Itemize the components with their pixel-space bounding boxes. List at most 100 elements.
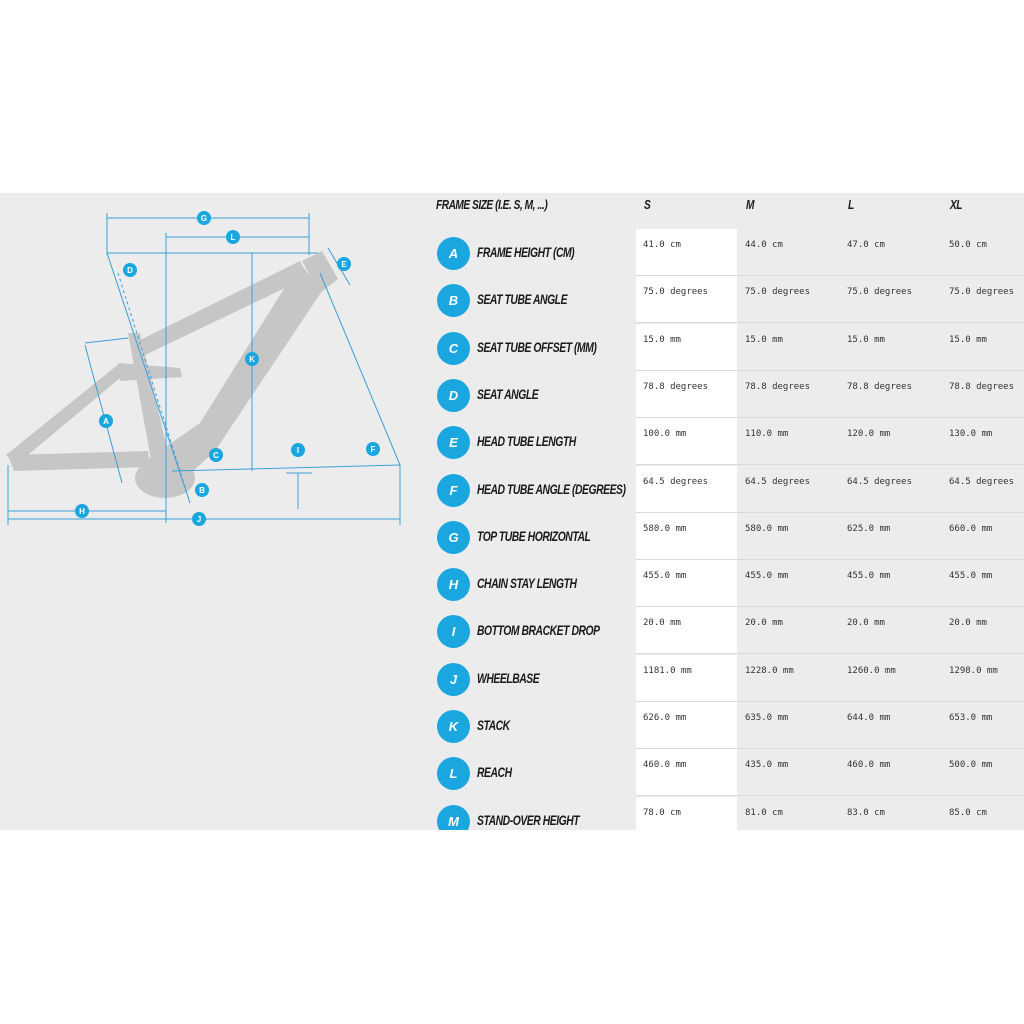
table-row: M STAND-OVER HEIGHT 78.0 cm 81.0 cm 83.0 cm 8… (430, 796, 1024, 830)
row-label: FRAME HEIGHT (CM) (477, 244, 575, 260)
row-label: REACH (477, 764, 512, 781)
row-key-badge: F (437, 473, 470, 507)
row-key-badge: L (437, 757, 470, 791)
row-value-l: 120.0 mm (847, 429, 891, 440)
marker-b: B (195, 483, 209, 497)
header-frame-size: FRAME SIZE (I.E. S, M, ...) (436, 197, 548, 212)
row-value-xl: 660.0 mm (949, 523, 993, 534)
row-key-badge: H (437, 568, 470, 602)
row-key-badge: E (437, 426, 470, 460)
row-value-s: 100.0 mm (636, 418, 737, 466)
row-value-l: 47.0 cm (847, 240, 885, 250)
svg-text:F: F (371, 445, 376, 454)
svg-text:C: C (213, 451, 219, 460)
row-divider (636, 322, 1024, 324)
diagram-markers: G L D E K A I F C B H J (75, 211, 380, 526)
row-key-badge: D (437, 378, 470, 412)
row-value-l: 455.0 mm (847, 571, 891, 582)
svg-text:G: G (201, 214, 207, 223)
row-value-l: 78.8 degrees (847, 381, 913, 392)
row-value-m: 580.0 mm (745, 523, 789, 534)
marker-k: K (245, 352, 259, 366)
row-value-xl: 75.0 degrees (949, 287, 1015, 298)
marker-i: I (291, 443, 305, 457)
row-key-badge: B (437, 284, 470, 318)
row-label: BOTTOM BRACKET DROP (477, 622, 600, 639)
row-value-xl: 50.0 cm (949, 240, 987, 250)
marker-f: F (366, 442, 380, 456)
row-label: SEAT TUBE OFFSET (MM) (477, 338, 597, 355)
row-label: HEAD TUBE ANGLE (DEGREES) (477, 480, 626, 497)
marker-c: C (209, 448, 223, 462)
row-value-s: 64.5 degrees (636, 465, 737, 513)
svg-text:A: A (103, 417, 109, 426)
row-value-s: 78.8 degrees (636, 370, 737, 418)
row-divider (636, 700, 1024, 702)
table-row: G TOP TUBE HORIZONTAL 580.0 mm 580.0 mm 625.… (430, 512, 1024, 560)
marker-e: E (337, 257, 351, 271)
row-value-s: 75.0 degrees (636, 276, 737, 324)
row-value-l: 20.0 mm (847, 618, 885, 629)
row-divider (636, 369, 1024, 371)
table-row: H CHAIN STAY LENGTH 455.0 mm 455.0 mm 455.0 … (430, 560, 1024, 608)
row-value-l: 75.0 degrees (847, 287, 913, 298)
row-key-badge: A (437, 237, 470, 270)
row-value-l: 83.0 cm (847, 807, 885, 818)
row-value-xl: 64.5 degrees (949, 476, 1015, 487)
row-label: STAND-OVER HEIGHT (477, 811, 580, 828)
header-size-xl: XL (950, 197, 963, 212)
row-value-xl: 500.0 mm (949, 760, 993, 771)
svg-text:D: D (127, 266, 133, 275)
row-divider (636, 275, 1024, 276)
row-label: SEAT TUBE ANGLE (477, 291, 568, 308)
row-value-m: 1228.0 mm (745, 665, 794, 676)
row-value-xl: 85.0 cm (949, 807, 987, 818)
row-value-m: 635.0 mm (745, 713, 789, 723)
row-key-badge: C (437, 331, 470, 365)
table-row: E HEAD TUBE LENGTH 100.0 mm 110.0 mm 120.0 m… (430, 418, 1024, 466)
row-value-xl: 455.0 mm (949, 571, 993, 582)
row-value-s: 41.0 cm (636, 229, 737, 276)
marker-g: G (197, 211, 211, 225)
row-divider (636, 795, 1024, 797)
svg-text:J: J (197, 515, 201, 524)
geometry-panel: G L D E K A I F C B H J FRAME SIZE (I.E.… (0, 193, 1024, 830)
marker-h: H (75, 504, 89, 518)
row-divider (636, 748, 1024, 749)
row-value-m: 15.0 mm (745, 334, 783, 345)
svg-text:K: K (249, 355, 255, 364)
row-value-l: 625.0 mm (847, 523, 891, 534)
row-label: CHAIN STAY LENGTH (477, 575, 577, 592)
row-value-s: 580.0 mm (636, 512, 737, 560)
row-key-badge: I (437, 615, 470, 649)
row-value-xl: 15.0 mm (949, 334, 987, 345)
row-value-m: 455.0 mm (745, 571, 789, 582)
marker-j: J (192, 512, 206, 526)
row-value-m: 20.0 mm (745, 618, 783, 629)
row-value-l: 644.0 mm (847, 713, 891, 723)
table-row: A FRAME HEIGHT (CM) 41.0 cm 44.0 cm 47.0 cm 5… (430, 229, 1024, 276)
header-size-l: L (848, 197, 854, 212)
row-divider (636, 416, 1024, 418)
dimension-lines (7, 213, 401, 525)
frame-geometry-diagram: G L D E K A I F C B H J (0, 193, 420, 830)
marker-d: D (123, 263, 137, 277)
row-value-m: 435.0 mm (745, 760, 789, 771)
table-row: B SEAT TUBE ANGLE 75.0 degrees 75.0 degrees… (430, 276, 1024, 324)
row-value-s: 460.0 mm (636, 749, 737, 797)
row-key-badge: J (437, 662, 470, 696)
table-row: K STACK 626.0 mm 635.0 mm 644.0 mm 653.0 mm (430, 702, 1024, 749)
table-row: I BOTTOM BRACKET DROP 20.0 mm 20.0 mm 20.0 m… (430, 607, 1024, 655)
row-divider (636, 653, 1024, 655)
row-key-badge: K (437, 710, 470, 743)
row-divider (636, 464, 1024, 466)
marker-a: A (99, 414, 113, 428)
row-value-s: 1181.0 mm (636, 654, 737, 702)
row-value-l: 460.0 mm (847, 760, 891, 771)
row-value-m: 110.0 mm (745, 429, 789, 440)
header-size-m: M (746, 197, 754, 212)
row-value-m: 64.5 degrees (745, 476, 811, 487)
row-value-m: 78.8 degrees (745, 381, 811, 392)
svg-text:B: B (199, 486, 205, 495)
svg-text:H: H (79, 507, 85, 516)
